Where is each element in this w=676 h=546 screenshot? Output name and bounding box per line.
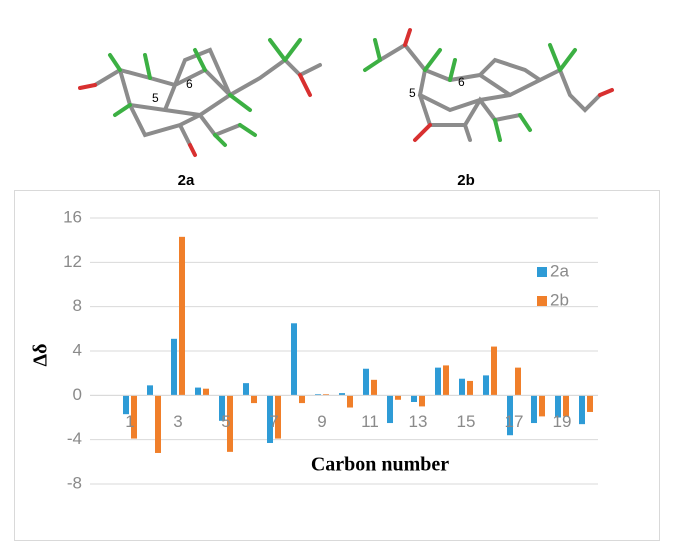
- y-tick-label: -8: [67, 473, 82, 492]
- y-tick-label: 12: [63, 252, 82, 271]
- x-tick-label: 15: [457, 412, 476, 431]
- bar: [443, 365, 449, 395]
- atom-label: 6: [186, 77, 193, 91]
- molecule-label: 2b: [457, 172, 475, 189]
- bar: [483, 375, 489, 395]
- bar: [171, 339, 177, 396]
- bar: [579, 395, 585, 424]
- bar: [515, 368, 521, 396]
- atom-label: 5: [409, 86, 416, 100]
- x-tick-label: 7: [269, 412, 278, 431]
- y-axis-title: Δδ: [30, 344, 52, 367]
- bar: [147, 385, 153, 395]
- bar: [291, 323, 297, 395]
- y-tick-label: 8: [73, 296, 82, 315]
- atom-label: 5: [152, 91, 159, 105]
- bar: [347, 395, 353, 407]
- bar: [411, 395, 417, 402]
- bar: [251, 395, 257, 403]
- bar: [539, 395, 545, 416]
- molecule-2a: [80, 40, 320, 155]
- bar: [179, 237, 185, 395]
- bar: [155, 395, 161, 453]
- x-tick-label: 13: [409, 412, 428, 431]
- bar: [195, 388, 201, 396]
- bar: [387, 395, 393, 423]
- x-tick-label: 17: [505, 412, 524, 431]
- x-tick-label: 1: [125, 412, 134, 431]
- bar: [587, 395, 593, 412]
- bar: [435, 368, 441, 396]
- y-tick-label: 0: [73, 385, 82, 404]
- legend-label: 2b: [550, 290, 569, 309]
- bar: [243, 383, 249, 395]
- legend-swatch: [537, 296, 547, 306]
- x-tick-label: 3: [173, 412, 182, 431]
- bar: [395, 395, 401, 399]
- x-tick-label: 9: [317, 412, 326, 431]
- legend-label: 2a: [550, 261, 569, 280]
- x-tick-label: 19: [553, 412, 572, 431]
- bar: [363, 369, 369, 396]
- bar: [531, 395, 537, 423]
- x-tick-label: 5: [221, 412, 230, 431]
- chart-frame: [15, 191, 660, 541]
- bar: [491, 347, 497, 396]
- x-axis-title: Carbon number: [311, 454, 449, 476]
- bar: [371, 380, 377, 396]
- bar: [467, 381, 473, 395]
- molecule-label: 2a: [178, 172, 195, 189]
- y-tick-label: 16: [63, 207, 82, 226]
- bar: [203, 389, 209, 396]
- molecule-2b: [365, 30, 612, 140]
- y-tick-label: 4: [73, 340, 82, 359]
- bar: [299, 395, 305, 403]
- bar: [419, 395, 425, 406]
- x-tick-label: 11: [361, 412, 379, 431]
- legend-swatch: [537, 267, 547, 277]
- figure: 5 6 5 6 2a 2b Δδ Carbon number -8-404812…: [0, 0, 676, 541]
- bar: [459, 379, 465, 396]
- y-tick-label: -4: [67, 429, 82, 448]
- atom-label: 6: [458, 75, 465, 89]
